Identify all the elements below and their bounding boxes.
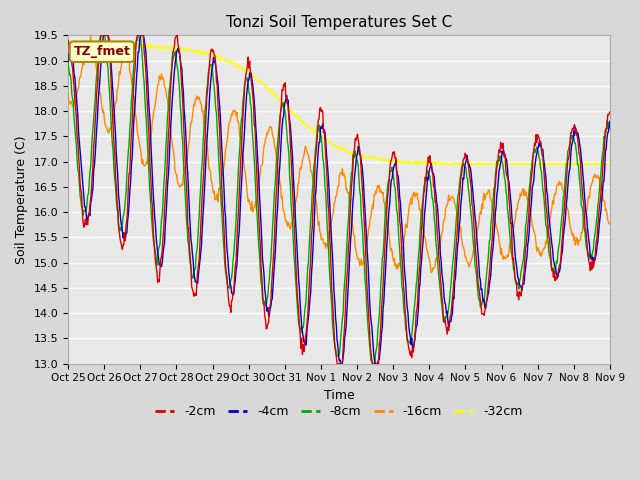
Legend: -2cm, -4cm, -8cm, -16cm, -32cm: -2cm, -4cm, -8cm, -16cm, -32cm [150,400,527,423]
Title: Tonzi Soil Temperatures Set C: Tonzi Soil Temperatures Set C [226,15,452,30]
Text: TZ_fmet: TZ_fmet [74,45,131,58]
X-axis label: Time: Time [324,389,355,402]
Y-axis label: Soil Temperature (C): Soil Temperature (C) [15,135,28,264]
